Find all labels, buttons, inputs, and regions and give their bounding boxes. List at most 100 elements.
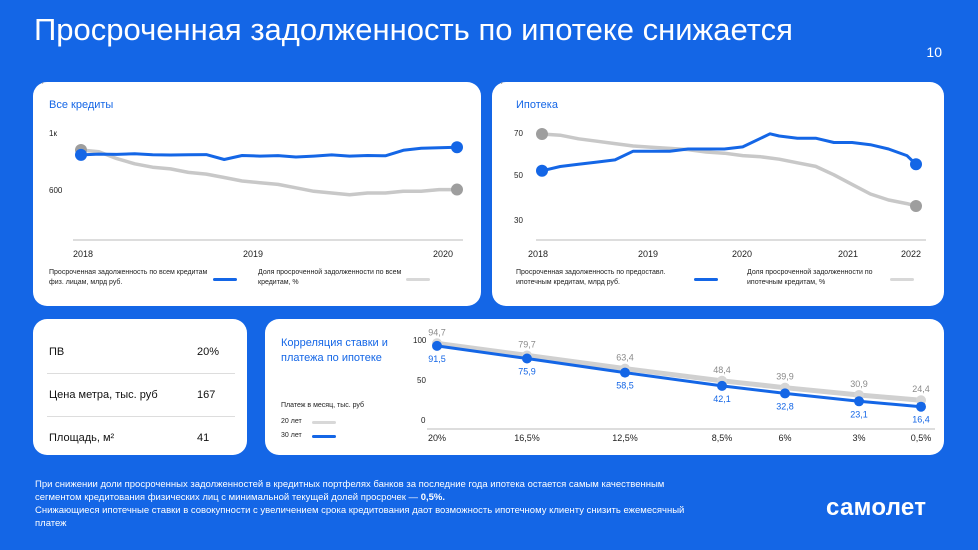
chart-correlation: 100 50 0 20% 16,5% 12,5% 8,5% 6% 3% 0,5% 94,7 79… (413, 327, 935, 443)
data-label: 900 (33, 82, 57, 85)
series-group: 20% 16,5% 12,5% 8,5% 6% 3% 0,5% 94,7 79,7 63,4 48,… (428, 327, 931, 443)
data-label: 39,9 (776, 372, 794, 382)
x-tick-label: 2018 (73, 249, 93, 259)
series-line (541, 132, 918, 173)
x-tick-label: 16,5% (514, 433, 540, 443)
data-label: 75,9 (518, 367, 536, 377)
x-tick-label: 2020 (732, 249, 752, 259)
x-tick-label: 3% (852, 433, 865, 443)
params-row: Цена метра, тыс. руб 167 (47, 374, 235, 417)
param-value: 41 (197, 432, 210, 444)
params-table: ПВ 20% Цена метра, тыс. руб 167 Площадь,… (47, 331, 235, 459)
x-tick-label: 2019 (638, 249, 658, 259)
legend-swatch-blue (213, 278, 237, 281)
legend-swatch-blue (312, 435, 336, 438)
x-tick-label: 2020 (433, 249, 453, 259)
data-label: 94,7 (428, 327, 446, 337)
data-label: 24,4 (912, 384, 930, 394)
chart-title-mortgage: Ипотека (516, 99, 558, 111)
x-tick-label: 2021 (838, 249, 858, 259)
legend-text-mort-share: Доля просроченной задолженности по ипоте… (747, 269, 873, 286)
x-tick-label: 2018 (528, 249, 548, 259)
data-label: 58,5 (616, 381, 634, 391)
data-label: 0,5% (492, 82, 524, 85)
param-label: Цена метра, тыс. руб (49, 389, 158, 401)
chart-title-correlation: Корреляция ставки и платежа по ипотеке (281, 337, 388, 364)
end-point-dot (451, 141, 463, 154)
y-tick-label: 70 (514, 129, 523, 138)
end-point-dot (536, 164, 548, 177)
legend-text-30: 30 лет (281, 432, 302, 439)
x-tick-label: 8,5% (712, 433, 733, 443)
data-point (522, 353, 532, 364)
y-tick-label: 50 (514, 171, 523, 180)
end-point-dot (75, 148, 87, 161)
params-row: ПВ 20% (47, 331, 235, 374)
legend-text-all-overdue: Просроченная задолженность по всем креди… (49, 269, 208, 286)
page-number: 10 (926, 44, 942, 60)
end-point-dot (536, 128, 548, 140)
series-group: 1,1%0,5%5457 (492, 82, 922, 212)
data-label: 32,8 (776, 401, 794, 411)
data-label: 63,4 (616, 353, 634, 363)
legend-text-all-share: Доля просроченной задолженности по всем … (258, 269, 402, 286)
chart-card-correlation: Корреляция ставки и платежа по ипотеке П… (265, 319, 944, 455)
param-value: 167 (197, 389, 216, 401)
data-point (916, 401, 926, 412)
page-title: Просроченная задолженность по ипотеке сн… (34, 12, 793, 47)
x-tick-label: 0,5% (911, 433, 932, 443)
series-line (80, 145, 458, 161)
data-label: 30,9 (850, 379, 868, 389)
param-label: Площадь, м² (49, 432, 115, 444)
y-tick-label: 30 (514, 216, 523, 225)
data-label: 48,4 (713, 365, 731, 375)
param-value: 20% (197, 346, 220, 358)
y-tick-label: 600 (49, 186, 63, 195)
legend-swatch-blue (694, 278, 718, 281)
chart-all-loans: 1к 600 2018 2019 2020 7%4,7%850900 (33, 82, 463, 259)
legend-swatch-gray (406, 278, 430, 281)
params-card: ПВ 20% Цена метра, тыс. руб 167 Площадь,… (33, 319, 247, 455)
footer-line-2: Снижающиеся ипотечные ставки в совокупно… (35, 505, 685, 529)
chart-card-mortgage: Ипотека 70 50 30 2018 2019 2020 2021 202… (492, 82, 944, 306)
data-label: 850 (33, 82, 57, 85)
chart-title-all-loans: Все кредиты (49, 99, 114, 111)
footer-text: При снижении доли просроченных задолженн… (35, 479, 665, 503)
data-label: 7% (33, 82, 53, 85)
data-label: 1,1% (492, 82, 524, 85)
end-point-dot (910, 158, 922, 171)
data-label: 4,7% (33, 82, 65, 85)
data-label: 54 (492, 82, 508, 85)
y-tick-label: 0 (421, 416, 426, 425)
end-point-dot (910, 200, 922, 212)
footer-line-1: При снижении доли просроченных задолженн… (35, 478, 685, 504)
legend-swatch-gray (312, 421, 336, 424)
series-line (80, 148, 457, 197)
data-point (717, 380, 727, 391)
chart-card-all-loans: Все кредиты 1к 600 2018 2019 2020 7%4,7%… (33, 82, 481, 306)
data-point (620, 367, 630, 378)
legend-text-mort-overdue: Просроченная задолженность по предоставл… (516, 269, 666, 286)
data-point (780, 388, 790, 399)
y-tick-label: 1к (49, 129, 57, 138)
x-tick-label: 6% (778, 433, 791, 443)
data-label: 79,7 (518, 339, 536, 349)
x-tick-label: 20% (428, 433, 446, 443)
end-point-dot (451, 183, 463, 196)
chart-mortgage: 70 50 30 2018 2019 2020 2021 2022 1,1%0,… (492, 82, 926, 259)
legend-swatch-gray (890, 278, 914, 281)
data-point (854, 396, 864, 407)
samolet-logo: самолет (826, 494, 927, 521)
footer-highlight: 0,5%. (420, 492, 445, 503)
x-tick-label: 2019 (243, 249, 263, 259)
data-label: 57 (492, 82, 508, 85)
series-line (436, 340, 922, 403)
x-tick-label: 12,5% (612, 433, 638, 443)
x-tick-label: 2022 (901, 249, 921, 259)
data-label: 91,5 (428, 354, 446, 364)
y-tick-label: 100 (413, 336, 427, 345)
footer-note: При снижении доли просроченных задолженн… (35, 478, 685, 530)
data-label: 23,1 (850, 409, 868, 419)
series-group: 7%4,7%850900 (33, 82, 463, 197)
series-line (541, 132, 917, 208)
